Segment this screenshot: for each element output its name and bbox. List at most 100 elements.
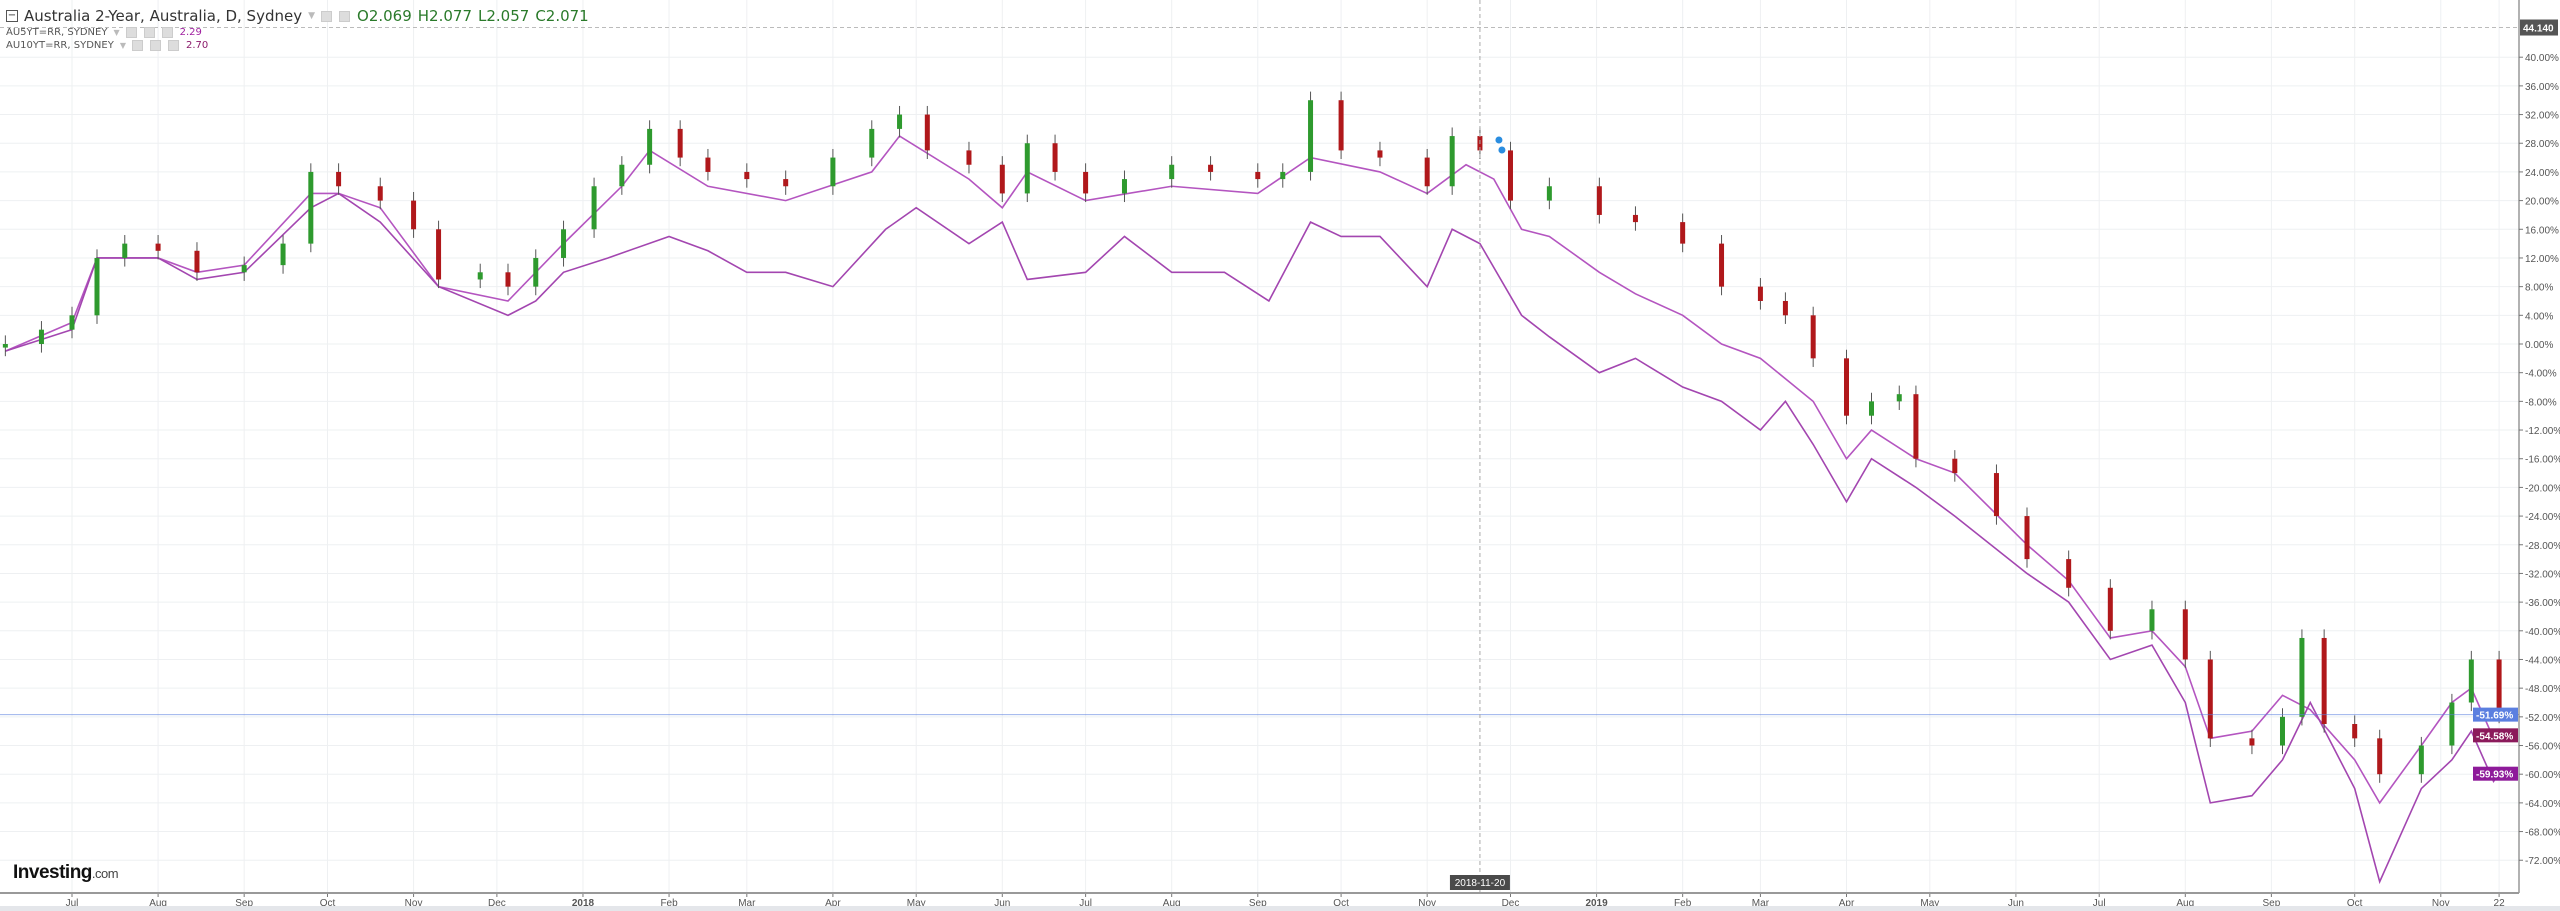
candle-body <box>1024 143 1030 194</box>
x-tick-label: Sep <box>2262 898 2280 909</box>
x-tick-label: Jul <box>66 898 79 909</box>
investing-logo: Investing.com <box>13 862 119 883</box>
series-value: 2.29 <box>179 27 202 38</box>
candle-body <box>2207 659 2213 739</box>
candle-body <box>1596 186 1602 215</box>
y-tick-label: 20.00% <box>2525 197 2559 208</box>
candle-body <box>1208 164 1214 172</box>
candle-body <box>2468 659 2474 703</box>
collapse-icon[interactable]: − <box>6 10 18 22</box>
candle-body <box>2279 716 2285 746</box>
y-tick-label: -16.00% <box>2525 455 2560 466</box>
symbol-title[interactable]: Australia 2-Year, Australia, D, Sydney <box>24 7 303 25</box>
candle-body <box>2496 659 2502 715</box>
series-label[interactable]: AU5YT=RR, SYDNEY <box>6 27 108 38</box>
x-tick-label: Mar <box>738 898 756 909</box>
bottom-bar <box>0 906 2560 911</box>
candle-body <box>744 171 750 180</box>
candle-body <box>1680 222 1686 244</box>
legend-main: − Australia 2-Year, Australia, D, Sydney… <box>6 6 589 26</box>
close-icon[interactable] <box>161 27 173 38</box>
gear-icon[interactable] <box>149 40 161 51</box>
candle-body <box>1424 157 1430 187</box>
x-tick-label: May <box>907 898 926 909</box>
event-marker-icon <box>1494 135 1504 145</box>
y-tick-label: -56.00% <box>2525 742 2560 753</box>
x-tick-label: Sep <box>1249 898 1267 909</box>
candle-body <box>1083 171 1089 194</box>
chevron-down-icon[interactable]: ▼ <box>119 41 126 50</box>
candle-body <box>1280 171 1286 180</box>
x-tick-label: Nov <box>2432 898 2450 909</box>
x-tick-label: 22 <box>2494 898 2506 909</box>
candle-body <box>897 114 903 129</box>
eye-icon[interactable] <box>321 10 333 22</box>
y-tick-label: -20.00% <box>2525 483 2560 494</box>
x-tick-label: Nov <box>405 898 423 909</box>
candle-body <box>830 157 836 187</box>
candle-body <box>1338 100 1344 151</box>
y-tick-label: 12.00% <box>2525 254 2559 265</box>
chevron-down-icon[interactable]: ▼ <box>113 28 120 37</box>
last-value-badge <box>2473 707 2518 722</box>
y-tick-label: 28.00% <box>2525 139 2559 150</box>
candle-body <box>1308 100 1314 172</box>
y-tick-label: 8.00% <box>2525 283 2553 294</box>
x-tick-label: Oct <box>2347 898 2363 909</box>
eye-icon[interactable] <box>125 27 137 38</box>
candle-body <box>2024 516 2030 560</box>
chevron-down-icon[interactable]: ▼ <box>308 11 316 21</box>
x-tick-label: Feb <box>1674 898 1692 909</box>
candle-body <box>1844 358 1850 416</box>
candle-body <box>2066 559 2072 588</box>
candle-body <box>647 128 653 165</box>
low-value: L2.057 <box>478 7 530 25</box>
event-marker-icon <box>1497 145 1507 155</box>
x-tick-label: Apr <box>825 898 841 909</box>
candle-body <box>783 179 789 187</box>
y-tick-label: -60.00% <box>2525 770 2560 781</box>
candle-body <box>2149 609 2155 631</box>
last-value-label: -51.69% <box>2476 711 2513 722</box>
candle-body <box>1993 473 1999 517</box>
x-tick-label: May <box>1920 898 1939 909</box>
y-tick-label: 0.00% <box>2525 340 2553 351</box>
x-tick-label: Dec <box>1502 898 1520 909</box>
y-tick-label: -44.00% <box>2525 655 2560 666</box>
close-icon[interactable] <box>167 40 179 51</box>
series-value: 2.70 <box>185 40 209 51</box>
candle-body <box>1757 286 1763 301</box>
candle-body <box>155 243 161 251</box>
candle-body <box>1913 394 1919 459</box>
crosshair-date-badge <box>1449 875 1510 890</box>
candle-body <box>436 229 442 280</box>
y-tick-label: -52.00% <box>2525 713 2560 724</box>
y-tick-label: -28.00% <box>2525 541 2560 552</box>
x-tick-label: Aug <box>149 898 167 909</box>
y-tick-label: 32.00% <box>2525 111 2559 122</box>
y-tick-label: -8.00% <box>2525 397 2557 408</box>
y-tick-label: -36.00% <box>2525 598 2560 609</box>
y-tick-label: -4.00% <box>2525 369 2557 380</box>
eye-icon[interactable] <box>131 40 143 51</box>
candle-body <box>2321 637 2327 725</box>
legend-series-au5y: AU5YT=RR, SYDNEY ▼ 2.29 <box>6 26 589 39</box>
series-label[interactable]: AU10YT=RR, SYDNEY <box>6 40 114 51</box>
candle-body <box>477 272 483 280</box>
grid <box>0 0 2519 893</box>
candle-body <box>1719 243 1725 287</box>
x-tick-label: Nov <box>1418 898 1436 909</box>
y-tick-label: -12.00% <box>2525 426 2560 437</box>
gear-icon[interactable] <box>143 27 155 38</box>
y-tick-label: -64.00% <box>2525 799 2560 810</box>
gear-icon[interactable] <box>339 10 351 22</box>
candle-body <box>869 128 875 158</box>
x-tick-label: Aug <box>1163 898 1181 909</box>
candle-body <box>1782 300 1788 316</box>
series-line-au5y <box>5 135 2500 805</box>
last-value-badge <box>2473 728 2518 743</box>
x-tick-label: Oct <box>1333 898 1349 909</box>
series-lines <box>5 135 2500 885</box>
